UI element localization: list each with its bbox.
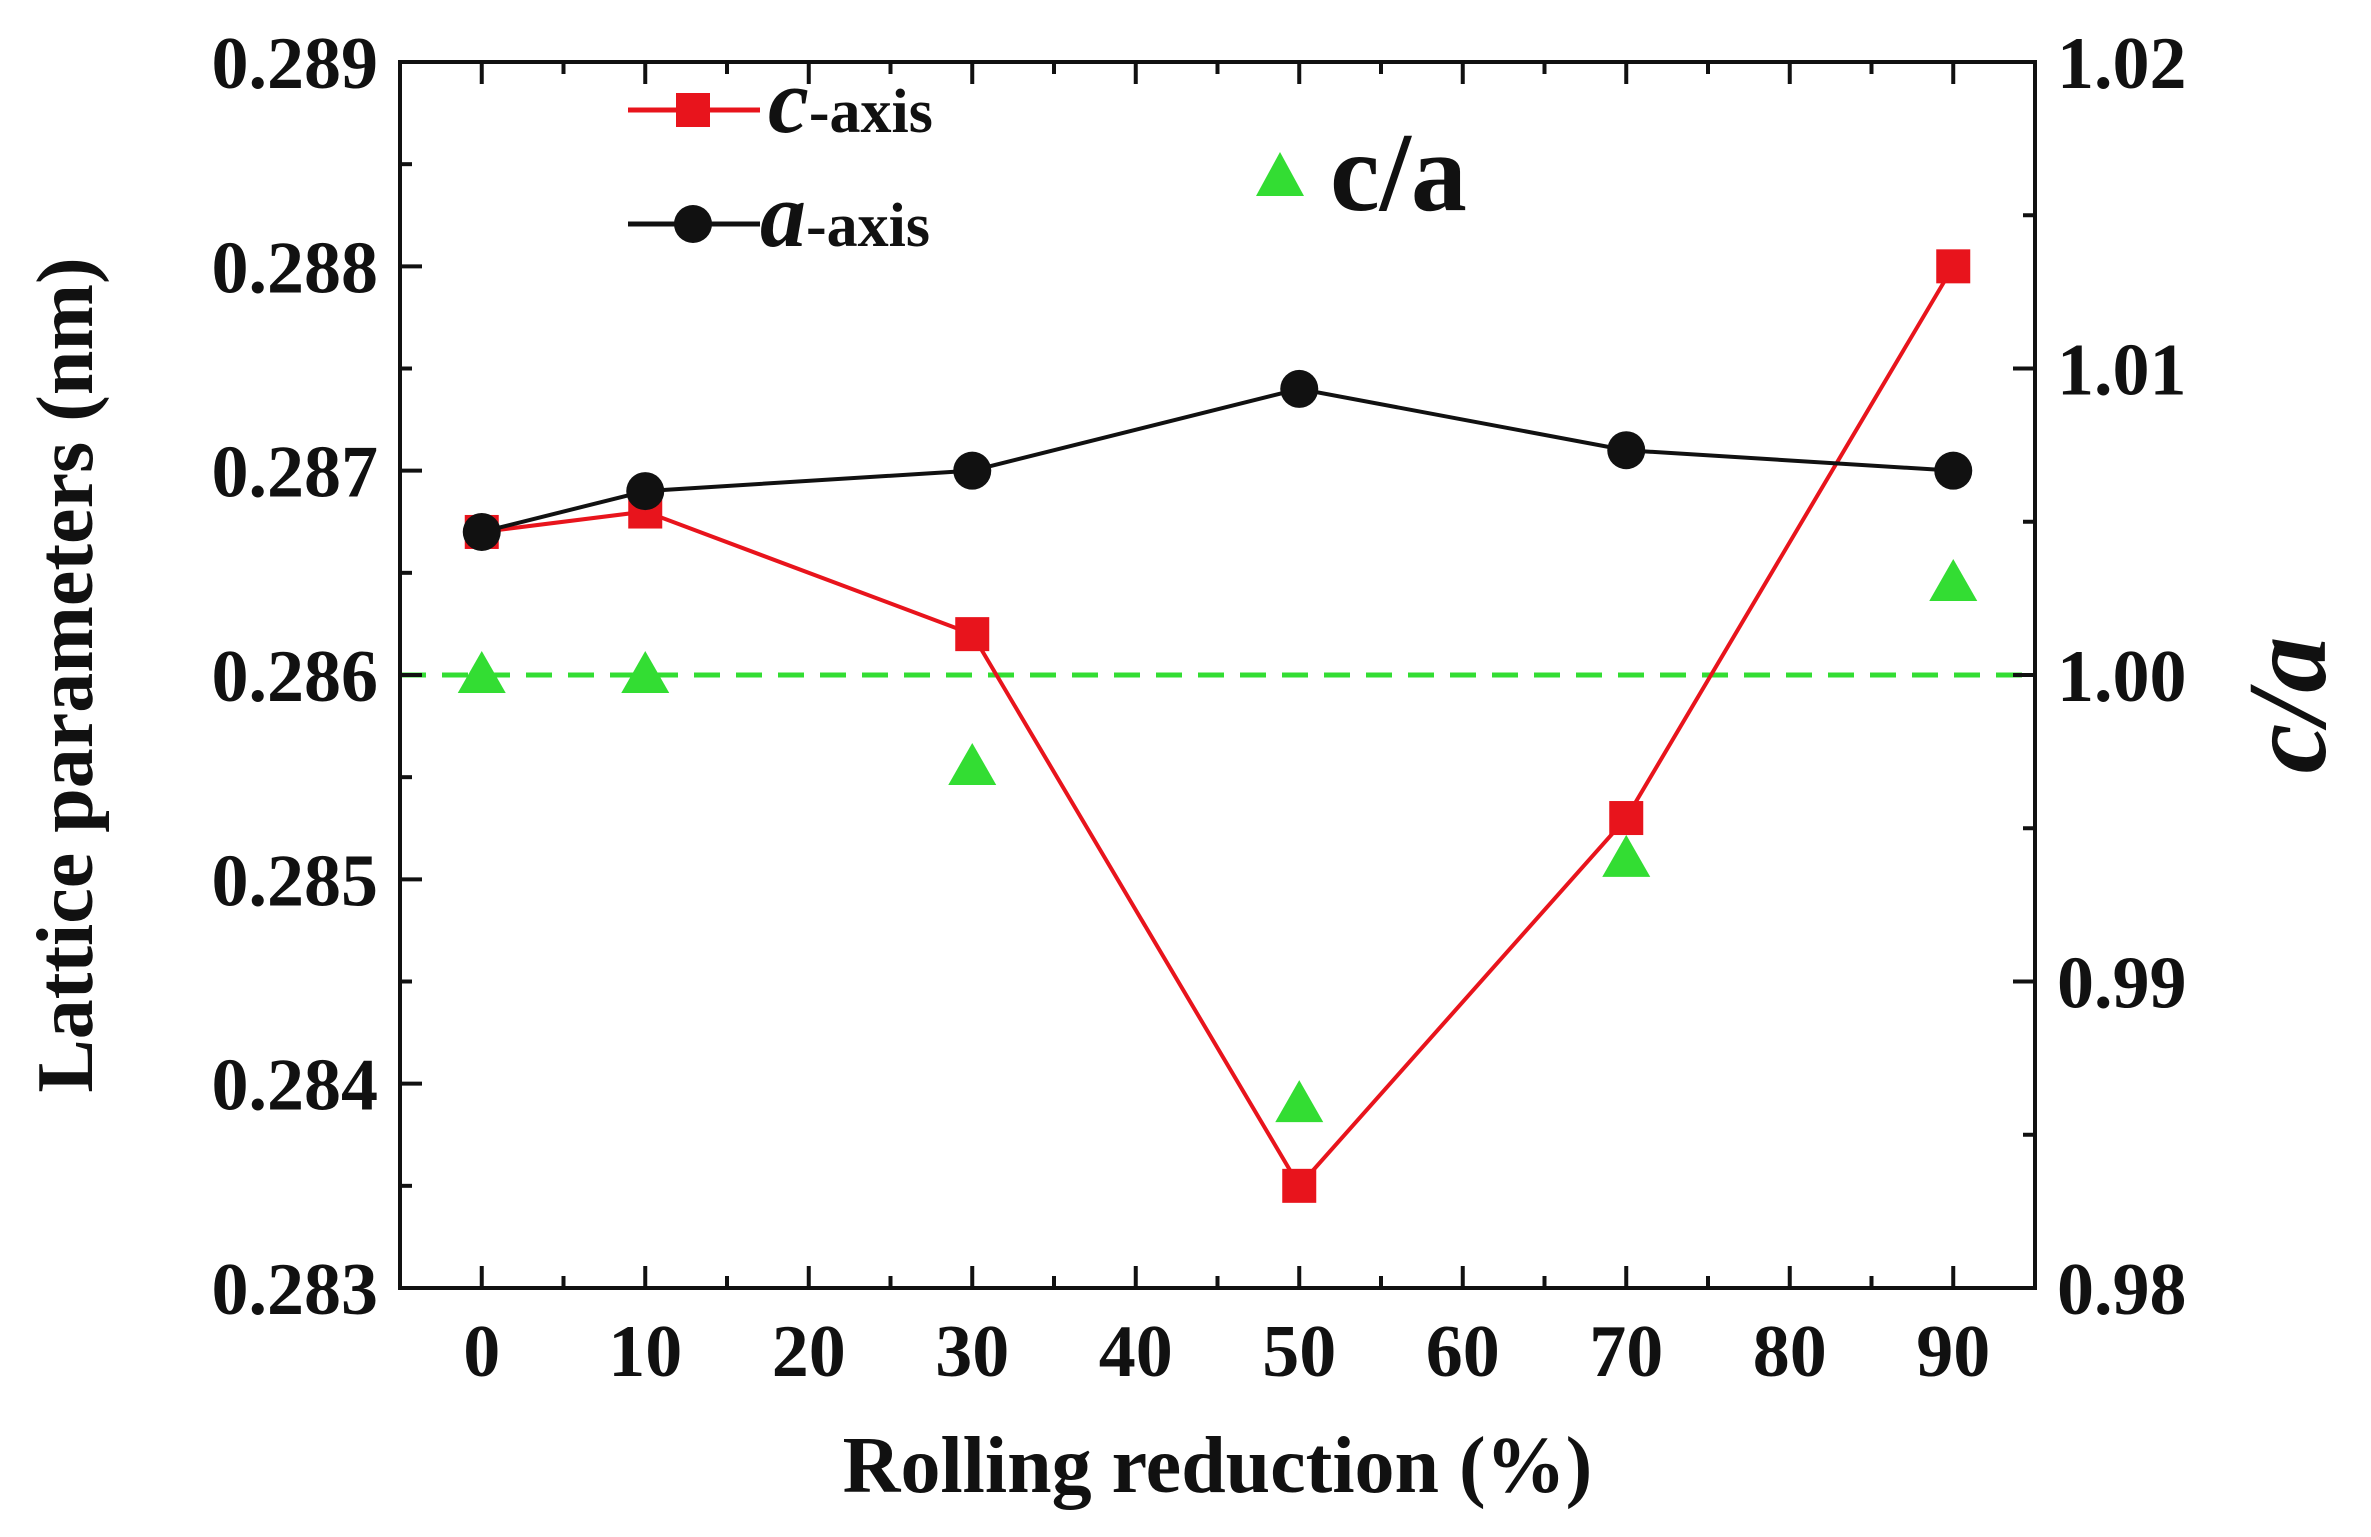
legend-a-axis-label: a-axis [760,164,930,266]
data-point-c-over-a [621,651,670,693]
y-tick-label: 0.284 [212,1045,379,1127]
legend-c-over-a-marker [1256,152,1304,196]
legend-c-axis-label: c-axis [768,50,933,152]
data-point-c-axis [1282,1168,1317,1203]
series-c-axis [464,249,1971,1203]
data-point-a-axis [462,512,501,551]
x-tick-label: 0 [463,1311,500,1393]
y-tick-label: 0.285 [212,840,379,922]
legend-c-over-a-label: c/a [1330,111,1467,235]
series-line-c-axis [481,265,1955,1190]
data-point-c-axis [1936,249,1971,284]
y-tick-label: 0.289 [212,23,379,105]
data-point-c-over-a [1929,559,1978,602]
data-point-a-axis [626,472,665,511]
data-point-c-over-a [1275,1080,1324,1123]
y2-axis-title: c/a [2226,637,2350,774]
x-axis-title: Rolling reduction (%) [843,1422,1593,1510]
y2-tick-label: 1.00 [2057,636,2187,718]
x-tick-label: 10 [608,1311,682,1393]
y-tick-label: 0.286 [212,636,379,718]
y2-tick-label: 1.01 [2057,330,2187,412]
axes-layer: 0 10 20 30 40 50 60 70 80 90 0.283 0.284 0.285 0.286 0… [212,23,2187,1393]
series-a-axis [462,369,1973,551]
series-layer [457,249,1978,1203]
data-point-c-axis [1609,801,1644,836]
legend-item-c-over-a: c/a [1256,111,1467,235]
x-tick-label: 30 [935,1311,1009,1393]
legend-c-suffix: -axis [809,78,933,146]
data-point-c-over-a [457,651,506,693]
data-point-c-over-a [1602,834,1651,877]
x-tick-label: 60 [1426,1311,1500,1393]
y2-tick-label: 0.98 [2057,1249,2187,1331]
y-tick-label: 0.288 [212,227,379,309]
x-tick-label: 90 [1916,1311,1990,1393]
series-c-over-a [457,559,1978,1123]
legend-item-a-axis: a-axis [628,164,930,266]
legend-a-symbol: a [760,164,806,266]
x-tick-label: 20 [772,1311,846,1393]
y2-tick-label: 0.99 [2057,943,2187,1025]
x-tick-label: 80 [1753,1311,1827,1393]
legend-c-axis-marker [676,93,710,127]
legend-a-suffix: -axis [806,192,930,260]
data-point-a-axis [1934,451,1973,490]
data-point-a-axis [1607,431,1646,470]
x-tick-label: 70 [1589,1311,1663,1393]
series-line-a-axis [481,386,1954,534]
legend-a-axis-marker [674,205,712,243]
y-axis-title: Lattice parameters (nm) [22,257,110,1092]
x-tick-label: 40 [1099,1311,1173,1393]
y-tick-label: 0.283 [212,1249,379,1331]
data-point-c-axis [955,617,990,652]
y2-tick-label: 1.02 [2057,23,2187,105]
y-tick-label: 0.287 [212,432,379,514]
data-point-c-over-a [948,742,997,785]
legend-c-symbol: c [768,50,809,152]
legend-item-c-axis: c-axis [628,50,933,152]
data-point-a-axis [953,451,992,490]
data-point-a-axis [1280,369,1319,408]
legend: c-axis a-axis c/a [628,50,1467,266]
x-tick-label: 50 [1262,1311,1336,1393]
